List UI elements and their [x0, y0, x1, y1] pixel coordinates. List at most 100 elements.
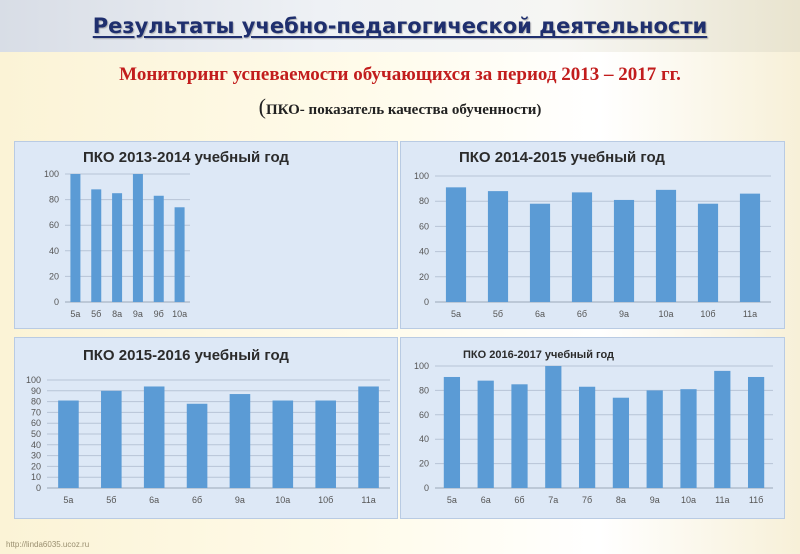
x-tick-label: 11а — [743, 309, 757, 319]
y-tick-label: 90 — [31, 386, 41, 396]
y-tick-label: 50 — [31, 429, 41, 439]
chart-2014-2015: ПКО 2014-2015 учебный год 0 20 40 60 80 100 5а 5… — [414, 149, 771, 319]
x-tick-label: 7а — [548, 495, 558, 505]
y-tick-label: 0 — [36, 483, 41, 493]
y-tick-label: 60 — [31, 418, 41, 428]
x-tick-label: 10а — [275, 495, 290, 505]
y-tick-label: 20 — [49, 271, 59, 281]
bar — [578, 386, 596, 488]
y-tick-label: 10 — [31, 472, 41, 482]
y-tick-label: 40 — [31, 440, 41, 450]
bar — [229, 394, 251, 488]
bar — [487, 191, 509, 302]
y-tick-label: 0 — [424, 483, 429, 493]
bar — [112, 193, 123, 302]
bar — [571, 192, 593, 302]
x-tick-label: 10а — [681, 495, 696, 505]
bar — [272, 400, 294, 488]
bar — [511, 384, 528, 488]
y-tick-label: 30 — [31, 451, 41, 461]
chart-2013-2014: ПКО 2013-2014 учебный год 0 20 40 60 80 100 5а 5… — [44, 149, 289, 319]
y-tick-label: 60 — [49, 220, 59, 230]
chart-panel-2016-2017: ПКО 2016-2017 учебный год 0 20 40 60 80 100 5а 6… — [400, 337, 785, 519]
y-tick-label: 80 — [31, 397, 41, 407]
x-tick-label: 11а — [361, 495, 375, 505]
x-tick-label: 6б — [192, 495, 202, 505]
bar — [58, 400, 79, 488]
bar — [739, 193, 761, 302]
bar — [697, 203, 719, 302]
chart-title: ПКО 2015-2016 учебный год — [83, 347, 289, 364]
x-tick-label: 10б — [700, 309, 715, 319]
x-tick-label: 8а — [616, 495, 626, 505]
y-tick-label: 60 — [419, 221, 429, 231]
x-tick-label: 5а — [447, 495, 457, 505]
y-tick-label: 20 — [419, 459, 429, 469]
y-tick-label: 40 — [419, 434, 429, 444]
y-tick-label: 100 — [44, 169, 59, 179]
x-tick-label: 6а — [481, 495, 491, 505]
chart-panel-2014-2015: ПКО 2014-2015 учебный год 0 20 40 60 80 100 5а 5… — [400, 141, 785, 329]
bar — [747, 376, 765, 488]
x-tick-label: 6а — [149, 495, 159, 505]
page-subtitle: Мониторинг успеваемости обучающихся за п… — [119, 64, 681, 85]
y-tick-label: 20 — [419, 272, 429, 282]
bar — [714, 370, 731, 488]
chart-2015-2016: ПКО 2015-2016 учебный год 010203040506070… — [26, 347, 390, 505]
x-tick-label: 10б — [318, 495, 333, 505]
bar — [612, 397, 630, 488]
y-tick-label: 20 — [31, 461, 41, 471]
bar — [101, 390, 122, 488]
bar — [613, 199, 635, 302]
note-open-paren: ( — [258, 94, 266, 119]
y-tick-label: 70 — [31, 407, 41, 417]
x-tick-label: 9а — [650, 495, 660, 505]
y-tick-label: 0 — [424, 297, 429, 307]
bar — [91, 189, 102, 302]
x-tick-label: 9а — [619, 309, 629, 319]
header-band — [0, 0, 800, 52]
x-tick-label: 5б — [493, 309, 503, 319]
y-tick-label: 40 — [419, 247, 429, 257]
x-tick-label: 6б — [514, 495, 524, 505]
x-tick-label: 5а — [70, 309, 80, 319]
y-tick-label: 80 — [419, 385, 429, 395]
y-tick-label: 60 — [419, 410, 429, 420]
x-tick-label: 6б — [577, 309, 587, 319]
bar — [477, 380, 494, 488]
y-tick-label: 80 — [49, 195, 59, 205]
x-tick-label: 10а — [658, 309, 673, 319]
chart-title: ПКО 2013-2014 учебный год — [83, 149, 289, 166]
page-note: (ПКО- показатель качества обученности) — [0, 94, 800, 120]
page-title: Результаты учебно-педагогической деятель… — [92, 14, 708, 38]
x-tick-label: 10а — [172, 309, 187, 319]
bar — [70, 174, 81, 302]
x-tick-label: 11а — [715, 495, 729, 505]
y-tick-label: 0 — [54, 297, 59, 307]
chart-panel-2015-2016: ПКО 2015-2016 учебный год 0 10 20 30 40 50 60 70… — [14, 337, 398, 519]
bar — [174, 207, 185, 302]
chart-2016-2017: ПКО 2016-2017 учебный год 0 20 40 60 80 100 5а 6… — [414, 349, 773, 505]
bar — [646, 390, 663, 488]
x-tick-label: 5б — [91, 309, 101, 319]
x-tick-label: 6а — [535, 309, 545, 319]
y-tick-label: 100 — [414, 361, 429, 371]
bar — [680, 389, 697, 488]
chart-title: ПКО 2016-2017 учебный год — [463, 349, 614, 361]
chart-panel-2013-2014: ПКО 2013-2014 учебный год 0 20 40 60 80 100 5а 5… — [14, 141, 398, 329]
bar — [545, 366, 562, 488]
x-tick-label: 7б — [582, 495, 592, 505]
bar — [529, 203, 551, 302]
note-text: ПКО- показатель качества обученности) — [265, 102, 542, 118]
bar — [143, 386, 165, 488]
x-tick-label: 9а — [133, 309, 143, 319]
x-tick-label: 9б — [154, 309, 164, 319]
x-tick-label: 8а — [112, 309, 122, 319]
y-tick-label: 100 — [414, 171, 429, 181]
y-tick-label: 80 — [419, 196, 429, 206]
bar — [132, 174, 143, 302]
footer-url: http://linda6035.ucoz.ru — [6, 540, 90, 549]
y-tick-label: 40 — [49, 246, 59, 256]
chart-title: ПКО 2014-2015 учебный год — [459, 149, 665, 166]
bar — [315, 400, 336, 488]
